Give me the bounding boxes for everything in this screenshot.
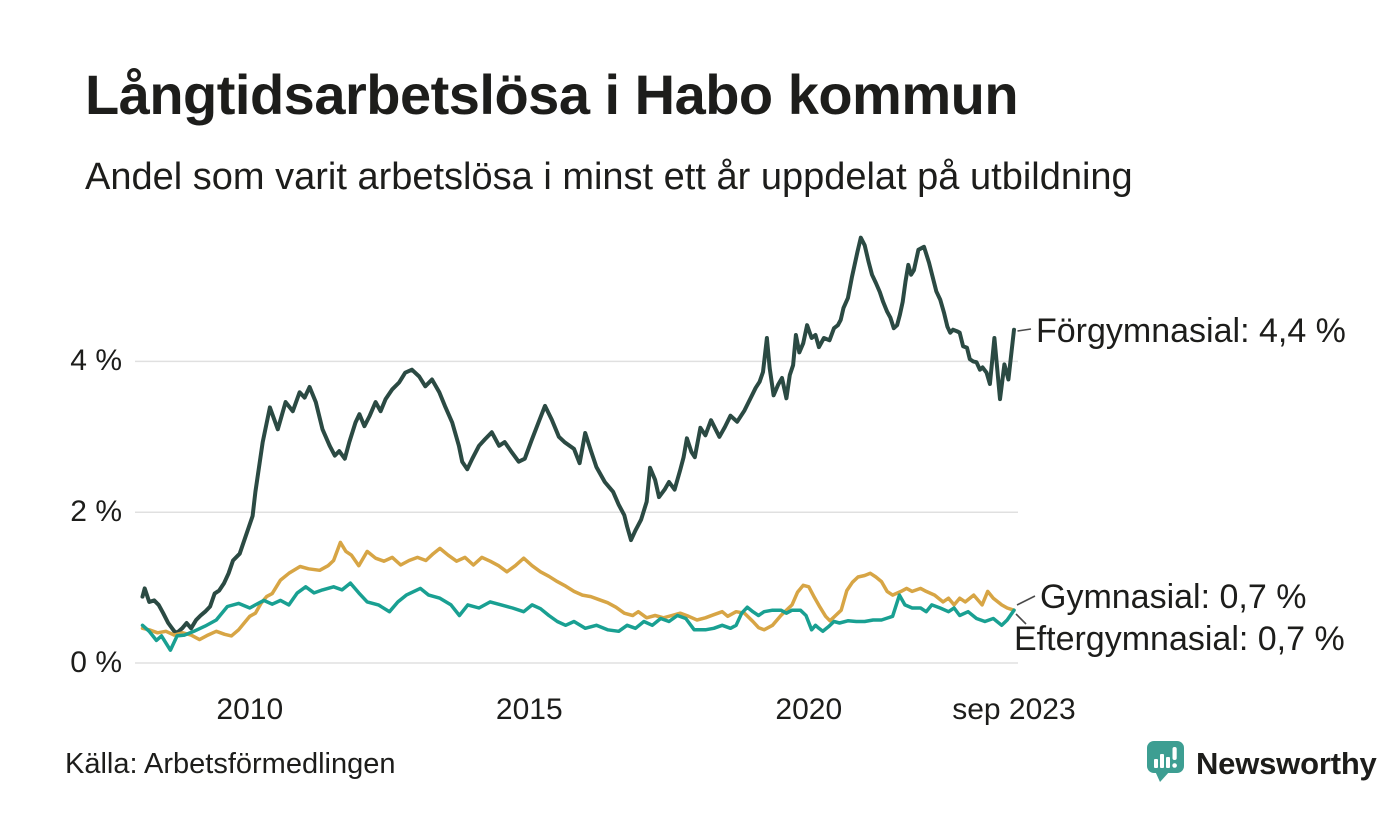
y-tick-label-0: 0 %: [70, 646, 122, 679]
newsworthy-wordmark: Newsworthy: [1196, 746, 1377, 781]
y-tick-label-4: 4 %: [70, 344, 122, 378]
x-tick-label-2015: 2015: [495, 693, 563, 726]
series-line-eftergymnasial: [140, 581, 1016, 652]
gymnasial-callout-line: [1016, 595, 1036, 606]
annotation-forgymnasial: Förgymnasial: 4,4 %: [1036, 312, 1346, 350]
x-tick-label-2010: 2010: [216, 693, 284, 726]
source-note: Källa: Arbetsförmedlingen: [65, 748, 396, 780]
gridlines: [135, 360, 1018, 664]
forgymnasial-callout-line: [1017, 328, 1032, 332]
page-title: Långtidsarbetslösa i Habo kommun: [85, 63, 1019, 126]
x-tick-label-sep-2023: sep 2023: [952, 693, 1076, 726]
annotation-eftergymnasial: Eftergymnasial: 0,7 %: [1014, 620, 1345, 658]
series-lines: [140, 235, 1016, 652]
newsworthy-logo: Newsworthy: [1146, 740, 1377, 788]
chart-subtitle: Andel som varit arbetslösa i minst ett å…: [85, 156, 1133, 198]
series-line-gymnasial: [140, 540, 1016, 642]
eftergymnasial-callout-line: [1015, 613, 1027, 625]
series-line-forgymnasial: [140, 235, 1016, 635]
annotation-gymnasial: Gymnasial: 0,7 %: [1040, 578, 1307, 616]
bar-chart-speech-bubble-icon: [1146, 740, 1186, 788]
y-tick-label-2: 2 %: [70, 495, 122, 529]
x-tick-label-2020: 2020: [775, 693, 843, 726]
